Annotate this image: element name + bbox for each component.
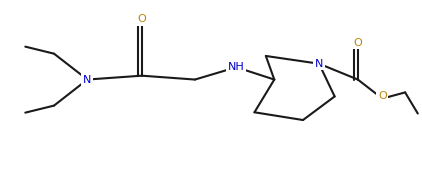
Text: O: O	[354, 38, 362, 48]
Text: N: N	[315, 59, 323, 69]
Text: NH: NH	[228, 62, 245, 72]
Text: O: O	[138, 14, 146, 24]
Text: O: O	[378, 91, 387, 100]
Text: N: N	[83, 75, 92, 84]
